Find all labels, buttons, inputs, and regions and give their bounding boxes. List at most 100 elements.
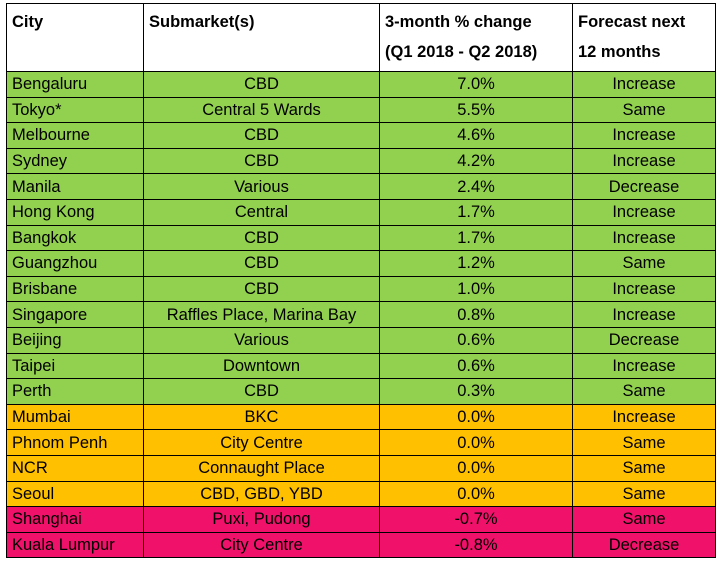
forecast-cell: Same [572,96,716,124]
city-cell: Phnom Penh [6,429,144,456]
forecast-cell: Same [572,480,716,508]
table-row: Singapore Raffles Place, Marina Bay 0.8% In… [6,301,716,328]
change-cell: 4.2% [379,147,573,175]
forecast-cell: Increase [572,122,716,149]
header-change-line1: 3-month % change [385,13,532,31]
rent-change-table: City Submarket(s) 3-month % change (Q1 2… [6,3,716,559]
change-cell: 1.7% [379,198,573,226]
submarket-cell: Central 5 Wards [143,96,380,124]
table-row: Bangkok CBD 1.7% Increase [6,224,716,252]
forecast-cell: Increase [572,275,716,303]
forecast-cell: Same [572,506,716,533]
forecast-cell: Same [572,454,716,482]
city-cell: Singapore [6,301,144,328]
table-row: Seoul CBD, GBD, YBD 0.0% Same [6,480,716,508]
submarket-cell: Various [143,326,380,354]
header-submarket-label: Submarket(s) [149,13,255,31]
city-cell: Manila [6,173,144,200]
forecast-cell: Same [572,429,716,456]
submarket-cell: City Centre [143,531,380,559]
table-row: Mumbai BKC 0.0% Increase [6,403,716,431]
forecast-cell: Decrease [572,326,716,354]
change-cell: 7.0% [379,71,573,98]
city-cell: Seoul [6,480,144,508]
table-row: Kuala Lumpur City Centre -0.8% Decrease [6,531,716,559]
change-cell: 0.3% [379,378,573,405]
city-cell: Tokyo* [6,96,144,124]
change-cell: 2.4% [379,173,573,200]
submarket-cell: CBD, GBD, YBD [143,480,380,508]
table-row: Shanghai Puxi, Pudong -0.7% Same [6,506,716,533]
submarket-cell: Puxi, Pudong [143,506,380,533]
change-cell: 0.6% [379,326,573,354]
table-row: Phnom Penh City Centre 0.0% Same [6,429,716,456]
forecast-cell: Decrease [572,173,716,200]
city-cell: Mumbai [6,403,144,431]
table-row: Beijing Various 0.6% Decrease [6,326,716,354]
table-row: Manila Various 2.4% Decrease [6,173,716,200]
header-city-label: City [12,13,44,31]
table-row: Brisbane CBD 1.0% Increase [6,275,716,303]
change-cell: 0.0% [379,403,573,431]
city-cell: Bangkok [6,224,144,252]
city-cell: Shanghai [6,506,144,533]
header-forecast-line2: 12 months [578,43,661,61]
change-cell: 1.7% [379,224,573,252]
header-submarket: Submarket(s) [143,3,380,72]
submarket-cell: City Centre [143,429,380,456]
forecast-cell: Increase [572,352,716,380]
city-cell: Kuala Lumpur [6,531,144,559]
table-row: NCR Connaught Place 0.0% Same [6,454,716,482]
change-cell: 0.8% [379,301,573,328]
submarket-cell: Central [143,198,380,226]
table-row: Perth CBD 0.3% Same [6,378,716,405]
change-cell: 1.0% [379,275,573,303]
city-cell: Hong Kong [6,198,144,226]
city-cell: Perth [6,378,144,405]
submarket-cell: BKC [143,403,380,431]
submarket-cell: CBD [143,378,380,405]
submarket-cell: CBD [143,71,380,98]
change-cell: 1.2% [379,250,573,277]
forecast-cell: Increase [572,301,716,328]
forecast-cell: Increase [572,71,716,98]
city-cell: Beijing [6,326,144,354]
change-cell: 0.6% [379,352,573,380]
forecast-cell: Increase [572,198,716,226]
header-change-line2: (Q1 2018 - Q2 2018) [385,43,538,61]
change-cell: 0.0% [379,429,573,456]
table-row: Taipei Downtown 0.6% Increase [6,352,716,380]
forecast-cell: Increase [572,147,716,175]
table-row: Hong Kong Central 1.7% Increase [6,198,716,226]
header-forecast-line1: Forecast next [578,13,686,31]
change-cell: -0.8% [379,531,573,559]
change-cell: 5.5% [379,96,573,124]
change-cell: 0.0% [379,454,573,482]
submarket-cell: CBD [143,250,380,277]
forecast-cell: Same [572,250,716,277]
submarket-cell: Various [143,173,380,200]
submarket-cell: Downtown [143,352,380,380]
header-forecast: Forecast next 12 months [572,3,716,72]
change-cell: 4.6% [379,122,573,149]
city-cell: Sydney [6,147,144,175]
submarket-cell: CBD [143,122,380,149]
header-city: City [6,3,144,72]
change-cell: 0.0% [379,480,573,508]
submarket-cell: CBD [143,275,380,303]
city-cell: Taipei [6,352,144,380]
table-row: Tokyo* Central 5 Wards 5.5% Same [6,96,716,124]
table-row: Guangzhou CBD 1.2% Same [6,250,716,277]
table-row: Sydney CBD 4.2% Increase [6,147,716,175]
forecast-cell: Same [572,378,716,405]
city-cell: NCR [6,454,144,482]
header-row: City Submarket(s) 3-month % change (Q1 2… [6,3,716,72]
submarket-cell: CBD [143,147,380,175]
submarket-cell: CBD [143,224,380,252]
table-row: Bengaluru CBD 7.0% Increase [6,71,716,98]
city-cell: Bengaluru [6,71,144,98]
rent-change-table-container: City Submarket(s) 3-month % change (Q1 2… [6,3,716,559]
city-cell: Guangzhou [6,250,144,277]
city-cell: Melbourne [6,122,144,149]
city-cell: Brisbane [6,275,144,303]
